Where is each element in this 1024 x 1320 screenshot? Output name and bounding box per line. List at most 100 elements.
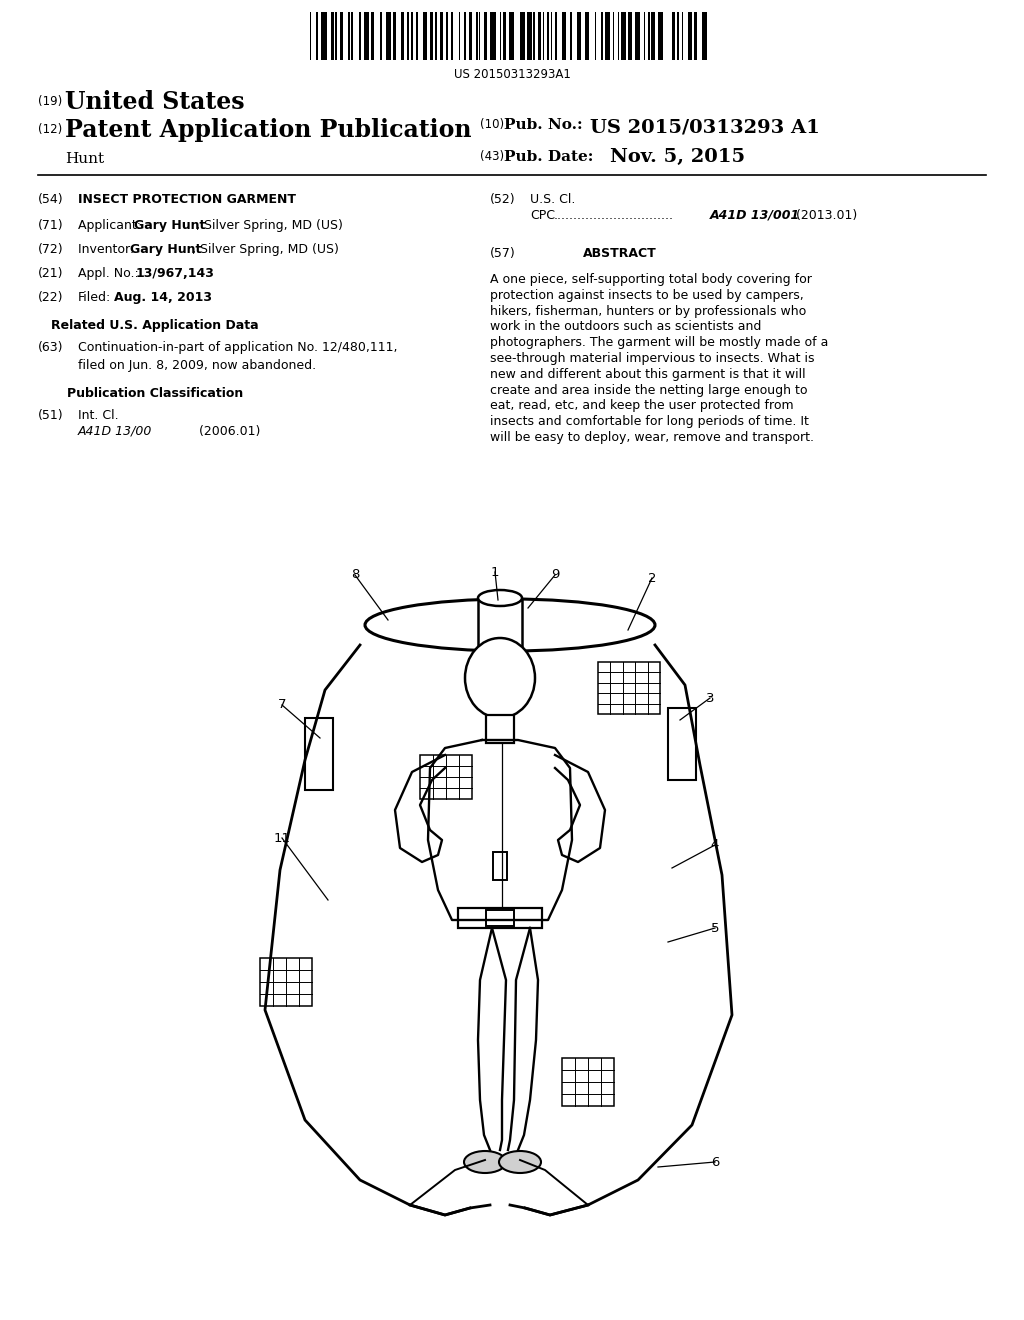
Ellipse shape — [499, 1151, 541, 1173]
Bar — [635, 12, 640, 59]
Text: (54): (54) — [38, 193, 63, 206]
Text: , Silver Spring, MD (US): , Silver Spring, MD (US) — [196, 219, 343, 232]
Bar — [486, 715, 514, 743]
Text: (19): (19) — [38, 95, 62, 108]
Text: see-through material impervious to insects. What is: see-through material impervious to insec… — [490, 352, 814, 366]
Text: Pub. No.:: Pub. No.: — [504, 117, 583, 132]
Bar — [658, 12, 663, 59]
Text: Applicant:: Applicant: — [78, 219, 145, 232]
Bar — [305, 718, 333, 789]
Text: 6: 6 — [711, 1155, 719, 1168]
Text: protection against insects to be used by campers,: protection against insects to be used by… — [490, 289, 804, 302]
Text: Patent Application Publication: Patent Application Publication — [65, 117, 471, 143]
Text: Inventor:: Inventor: — [78, 243, 138, 256]
Text: (2013.01): (2013.01) — [792, 209, 857, 222]
Bar — [532, 12, 535, 59]
Bar — [483, 12, 486, 59]
Text: (71): (71) — [38, 219, 63, 232]
Text: Gary Hunt: Gary Hunt — [134, 219, 206, 232]
Bar — [702, 12, 708, 59]
Bar — [577, 12, 581, 59]
Text: (57): (57) — [490, 247, 516, 260]
Text: hikers, fisherman, hunters or by professionals who: hikers, fisherman, hunters or by profess… — [490, 305, 806, 318]
Text: Pub. Date:: Pub. Date: — [504, 150, 593, 164]
Text: 11: 11 — [273, 832, 291, 845]
Text: Continuation-in-part of application No. 12/480,111,: Continuation-in-part of application No. … — [78, 341, 397, 354]
Text: Gary Hunt: Gary Hunt — [130, 243, 202, 256]
Text: 5: 5 — [711, 921, 719, 935]
Bar — [260, 958, 312, 1006]
Bar — [348, 12, 350, 59]
Text: Related U.S. Application Data: Related U.S. Application Data — [51, 319, 259, 333]
Text: A one piece, self-supporting total body covering for: A one piece, self-supporting total body … — [490, 273, 812, 286]
Text: , Silver Spring, MD (US): , Silver Spring, MD (US) — [193, 243, 339, 256]
Bar — [412, 12, 413, 59]
Text: Hunt: Hunt — [65, 152, 104, 166]
Text: A41D 13/00: A41D 13/00 — [78, 425, 153, 438]
Bar — [475, 12, 477, 59]
Text: U.S. Cl.: U.S. Cl. — [530, 193, 575, 206]
Bar — [562, 1059, 614, 1106]
Text: (72): (72) — [38, 243, 63, 256]
Bar — [407, 12, 409, 59]
Bar — [668, 708, 696, 780]
Text: create and area inside the netting large enough to: create and area inside the netting large… — [490, 384, 808, 396]
Text: (22): (22) — [38, 290, 63, 304]
Text: Int. Cl.: Int. Cl. — [78, 409, 119, 422]
Bar — [371, 12, 374, 59]
Text: United States: United States — [65, 90, 245, 114]
Bar — [340, 12, 343, 59]
Bar — [538, 12, 541, 59]
Text: 3: 3 — [706, 692, 715, 705]
Text: US 2015/0313293 A1: US 2015/0313293 A1 — [590, 117, 820, 136]
Text: ABSTRACT: ABSTRACT — [583, 247, 656, 260]
Bar — [601, 12, 603, 59]
Text: work in the outdoors such as scientists and: work in the outdoors such as scientists … — [490, 321, 762, 334]
Bar — [569, 12, 571, 59]
Text: 2: 2 — [648, 572, 656, 585]
Bar — [527, 12, 531, 59]
Bar — [423, 12, 427, 59]
Text: 13/967,143: 13/967,143 — [136, 267, 215, 280]
Text: US 20150313293A1: US 20150313293A1 — [454, 69, 570, 81]
Bar — [486, 909, 514, 927]
Text: 8: 8 — [351, 569, 359, 582]
Bar — [464, 12, 466, 59]
Text: (10): (10) — [480, 117, 504, 131]
Bar — [562, 12, 566, 59]
Ellipse shape — [478, 590, 522, 606]
Bar — [503, 12, 506, 59]
Bar — [458, 908, 542, 928]
Text: filed on Jun. 8, 2009, now abandoned.: filed on Jun. 8, 2009, now abandoned. — [78, 359, 316, 372]
Text: (2006.01): (2006.01) — [163, 425, 260, 438]
Bar — [490, 12, 496, 59]
Bar — [445, 12, 447, 59]
Bar — [331, 12, 334, 59]
Text: (51): (51) — [38, 409, 63, 422]
Text: ..............................: .............................. — [554, 209, 674, 222]
Bar — [509, 12, 514, 59]
Bar — [605, 12, 609, 59]
Text: Nov. 5, 2015: Nov. 5, 2015 — [610, 148, 745, 166]
Bar — [440, 12, 443, 59]
Text: new and different about this garment is that it will: new and different about this garment is … — [490, 368, 806, 380]
Ellipse shape — [464, 1151, 506, 1173]
Bar — [429, 12, 433, 59]
Bar — [648, 12, 650, 59]
Bar — [351, 12, 353, 59]
Bar — [651, 12, 654, 59]
Bar — [452, 12, 454, 59]
Bar — [435, 12, 437, 59]
Bar — [478, 601, 522, 660]
Bar — [420, 755, 472, 799]
Text: 9: 9 — [551, 569, 559, 582]
Text: will be easy to deploy, wear, remove and transport.: will be easy to deploy, wear, remove and… — [490, 432, 814, 444]
Bar — [598, 663, 660, 714]
Bar — [622, 12, 626, 59]
Text: Filed:: Filed: — [78, 290, 112, 304]
Bar — [555, 12, 557, 59]
Text: Publication Classification: Publication Classification — [67, 387, 243, 400]
Text: INSECT PROTECTION GARMENT: INSECT PROTECTION GARMENT — [78, 193, 296, 206]
Text: A41D 13/001: A41D 13/001 — [710, 209, 800, 222]
Bar — [386, 12, 391, 59]
